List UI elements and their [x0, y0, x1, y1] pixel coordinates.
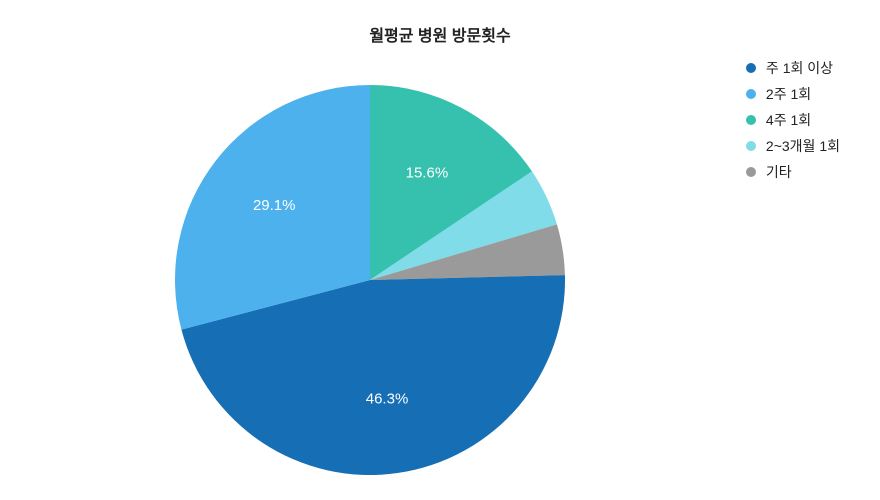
legend-swatch	[746, 167, 756, 177]
legend-label: 4주 1회	[766, 110, 811, 130]
legend-swatch	[746, 115, 756, 125]
legend-item: 4주 1회	[746, 110, 840, 130]
legend-item: 기타	[746, 162, 840, 182]
legend-label: 2~3개월 1회	[766, 136, 840, 156]
legend-label: 주 1회 이상	[766, 58, 833, 78]
legend: 주 1회 이상 2주 1회 4주 1회 2~3개월 1회기타	[746, 58, 840, 188]
legend-swatch	[746, 141, 756, 151]
legend-item: 주 1회 이상	[746, 58, 840, 78]
legend-swatch	[746, 63, 756, 73]
slice-pct-label: 29.1%	[253, 197, 296, 214]
legend-item: 2주 1회	[746, 84, 840, 104]
legend-swatch	[746, 89, 756, 99]
legend-label: 2주 1회	[766, 84, 811, 104]
legend-item: 2~3개월 1회	[746, 136, 840, 156]
slice-pct-label: 15.6%	[406, 164, 449, 181]
slice-pct-label: 46.3%	[366, 391, 409, 408]
legend-label: 기타	[766, 162, 792, 182]
